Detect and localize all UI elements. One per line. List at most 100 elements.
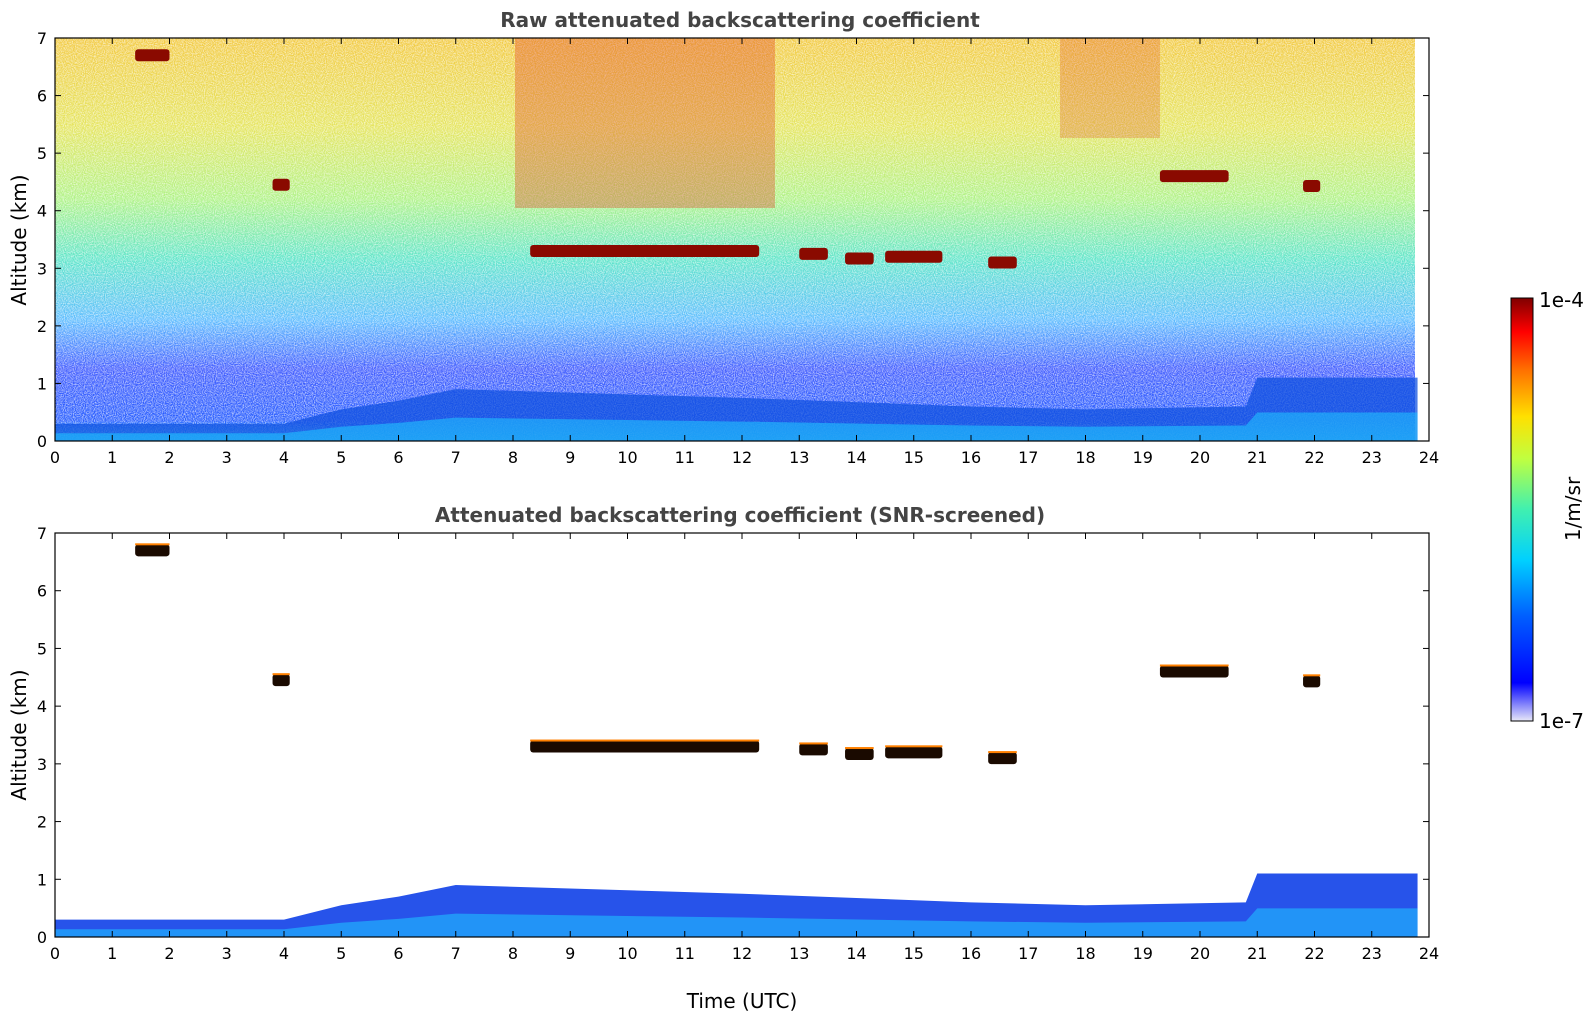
x-tick-label: 20: [1190, 448, 1210, 467]
y-tick-label: 3: [37, 259, 47, 278]
y-tick-label: 6: [37, 87, 47, 106]
panel-raw-title: Raw attenuated backscattering coefficien…: [500, 8, 980, 32]
x-tick-label: 6: [393, 448, 403, 467]
panel-raw-ylabel: Altitude (km): [7, 174, 31, 305]
x-tick-label: 4: [279, 944, 289, 963]
y-tick-label: 2: [37, 813, 47, 832]
x-tick-label: 4: [279, 448, 289, 467]
cloud-layer: [845, 748, 874, 761]
panel-screened-ylabel: Altitude (km): [7, 669, 31, 800]
y-tick-label: 0: [37, 432, 47, 451]
cloud-layer: [1303, 179, 1321, 192]
x-tick-label: 12: [732, 448, 752, 467]
y-tick-label: 2: [37, 317, 47, 336]
x-tick-label: 11: [675, 448, 695, 467]
colorbar-gradient: [1510, 297, 1534, 722]
cloud-layer-edge: [799, 742, 828, 745]
panel-screened-title: Attenuated backscattering coefficient (S…: [435, 503, 1045, 527]
x-tick-label: 20: [1190, 944, 1210, 963]
x-tick-label: 24: [1419, 448, 1439, 467]
cloud-layer-edge: [272, 673, 290, 676]
x-tick-label: 13: [789, 944, 809, 963]
x-tick-label: 21: [1247, 448, 1267, 467]
panel-raw-x-ticks: 0 1 2 3 4 5 6 7 8 9 10 11 12 13 14 15 16 17 18 19 20 21 22 23 24: [50, 38, 1439, 467]
raw-aerosol-layer: [55, 377, 1418, 441]
x-tick-label: 3: [222, 448, 232, 467]
x-tick-label: 23: [1362, 448, 1382, 467]
x-tick-label: 0: [50, 944, 60, 963]
x-tick-label: 16: [961, 944, 981, 963]
y-tick-label: 7: [37, 29, 47, 48]
raw-red-region-2: [1060, 38, 1160, 138]
cloud-layer: [988, 256, 1017, 269]
x-tick-label: 19: [1133, 448, 1153, 467]
cloud-layer: [845, 252, 874, 265]
cloud-layer-edge: [885, 745, 943, 748]
cloud-layer: [988, 752, 1017, 765]
colorbar-max-label: 1e-4: [1539, 288, 1584, 312]
x-tick-label: 5: [336, 944, 346, 963]
x-tick-label: 16: [961, 448, 981, 467]
x-tick-label: 11: [675, 944, 695, 963]
x-tick-label: 13: [789, 448, 809, 467]
y-tick-label: 6: [37, 582, 47, 601]
x-tick-label: 10: [617, 448, 637, 467]
panel-raw: Raw attenuated backscattering coefficien…: [7, 8, 1439, 467]
panel-screened-x-ticks: 0 1 2 3 4 5 6 7 8 9 10 11 12 13 14 15 16 17 18 19 20 21 22 23 24: [50, 533, 1439, 963]
cloud-layer: [1159, 170, 1229, 183]
cloud-layer-edge: [530, 739, 760, 742]
panel-screened: Attenuated backscattering coefficient (S…: [7, 503, 1439, 1013]
x-tick-label: 5: [336, 448, 346, 467]
y-tick-label: 4: [37, 202, 47, 221]
cloud-layer-edge: [988, 751, 1017, 754]
screened-cloud-layers: [135, 543, 1321, 765]
y-tick-label: 1: [37, 870, 47, 889]
aerosol-layer-core: [55, 908, 1418, 937]
x-tick-label: 9: [565, 448, 575, 467]
x-tick-label: 1: [107, 448, 117, 467]
x-tick-label: 17: [1018, 944, 1038, 963]
raw-heatmap-speckle: [55, 38, 1415, 441]
x-tick-label: 17: [1018, 448, 1038, 467]
x-tick-label: 10: [617, 944, 637, 963]
x-tick-label: 18: [1075, 944, 1095, 963]
panel-screened-frame: [54, 532, 1430, 938]
panel-screened-y-ticks: 0 1 2 3 4 5 6 7: [37, 524, 1429, 947]
x-tick-label: 1: [107, 944, 117, 963]
x-tick-label: 22: [1304, 448, 1324, 467]
x-tick-label: 23: [1362, 944, 1382, 963]
x-tick-label: 19: [1133, 944, 1153, 963]
y-tick-label: 7: [37, 524, 47, 543]
x-tick-label: 15: [904, 448, 924, 467]
cloud-layer: [799, 247, 828, 260]
aerosol-layer-core: [55, 412, 1418, 441]
cloud-layer: [885, 250, 943, 263]
cloud-layer: [885, 746, 943, 759]
x-tick-label: 9: [565, 944, 575, 963]
cloud-layer: [272, 178, 290, 191]
colorbar: 1e-4 1e-7 1/m/sr: [1510, 288, 1585, 733]
y-tick-label: 4: [37, 697, 47, 716]
screened-aerosol-layer: [55, 873, 1418, 937]
x-tick-label: 3: [222, 944, 232, 963]
x-tick-label: 21: [1247, 944, 1267, 963]
x-tick-label: 8: [508, 944, 518, 963]
cloud-layer-edge: [1159, 664, 1229, 667]
cloud-layer: [272, 674, 290, 687]
x-tick-label: 12: [732, 944, 752, 963]
x-tick-label: 14: [846, 448, 866, 467]
cloud-layer: [1159, 665, 1229, 678]
x-tick-label: 6: [393, 944, 403, 963]
y-tick-label: 3: [37, 755, 47, 774]
colorbar-unit-label: 1/m/sr: [1561, 476, 1585, 541]
y-tick-label: 5: [37, 639, 47, 658]
raw-cloud-layers: [135, 49, 1321, 269]
x-tick-label: 14: [846, 944, 866, 963]
panel-screened-xlabel: Time (UTC): [686, 989, 798, 1013]
cloud-layer: [530, 740, 760, 753]
cloud-layer: [530, 245, 760, 258]
cloud-layer: [1303, 675, 1321, 688]
cloud-layer-edge: [845, 747, 874, 750]
x-tick-label: 7: [451, 944, 461, 963]
